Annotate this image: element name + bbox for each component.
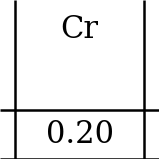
Text: 0.20: 0.20	[45, 119, 114, 150]
Text: Cr: Cr	[61, 14, 98, 45]
